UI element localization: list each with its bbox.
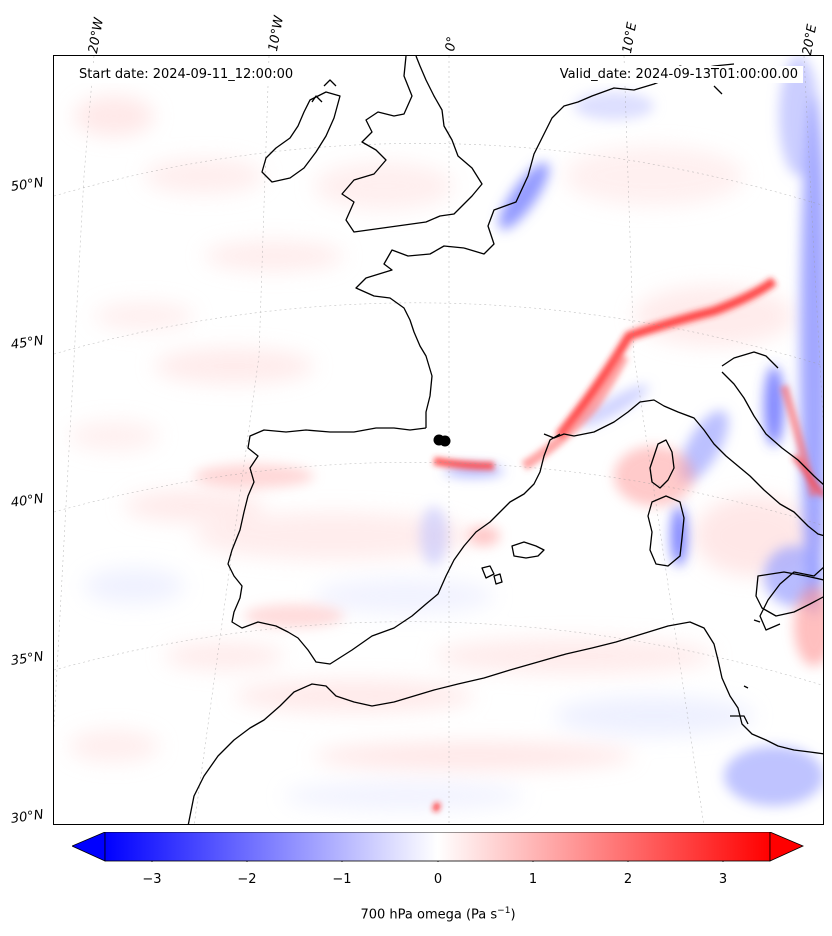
map-frame: Start date: 2024-09-11_12:00:00 Valid_da… (53, 55, 824, 825)
colorbar-tick: 3 (718, 872, 728, 887)
lat-label-45n: 45°N (10, 333, 45, 353)
colorbar-label: 700 hPa omega (Pa s−1) (360, 906, 516, 923)
start-date-label: Start date: 2024-09-11_12:00:00 (74, 66, 299, 83)
coast-sardinia (647, 495, 685, 567)
lat-label-35n: 35°N (10, 649, 45, 669)
omega-map (54, 56, 823, 824)
coast-ireland (261, 91, 341, 183)
colorbar-high-extend (769, 832, 804, 862)
coast-france-italy (543, 399, 823, 537)
coast-iberia (227, 427, 561, 665)
lon-label-10e: 10°E (620, 21, 641, 55)
lat-label-40n: 40°N (10, 491, 45, 511)
colorbar (72, 832, 804, 862)
coast-great-britain (341, 56, 483, 233)
colorbar-low-extend (72, 832, 106, 862)
colorbar-tick: 1 (528, 872, 538, 887)
colorbar-tick: −1 (332, 872, 352, 887)
omega-field (69, 56, 823, 812)
colorbar-tick: −3 (142, 872, 162, 887)
location-marker (433, 434, 451, 447)
coast-balearics (481, 541, 545, 585)
coast-sicily (755, 571, 823, 617)
lat-label-30n: 30°N (10, 807, 45, 827)
lat-label-50n: 50°N (10, 175, 45, 195)
lon-label-0: 0° (443, 35, 461, 53)
lon-label-10w: 10°W (266, 14, 288, 53)
lon-label-20w: 20°W (86, 16, 108, 55)
colorbar-gradient (104, 832, 771, 862)
coast-corsica (649, 439, 675, 489)
coast-france-west (355, 245, 465, 428)
colorbar-tick: 2 (623, 872, 633, 887)
lon-label-20e: 20°E (800, 23, 821, 57)
valid-date-label: Valid_date: 2024-09-13T01:00:00.00 (554, 66, 803, 83)
colorbar-tick: 0 (433, 872, 443, 887)
colorbar-tick: −2 (237, 872, 257, 887)
